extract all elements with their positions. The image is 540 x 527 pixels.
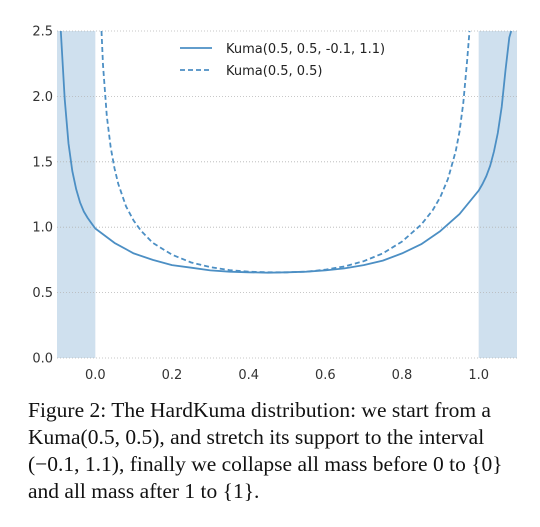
caption-label: Figure 2: — [28, 398, 107, 422]
legend-label-dashed: Kuma(0.5, 0.5) — [226, 64, 323, 79]
series-lines — [59, 30, 513, 274]
legend-label-solid: Kuma(0.5, 0.5, -0.1, 1.1) — [226, 42, 385, 57]
series-line-kuma-dashed — [100, 30, 471, 274]
y-tick-label-3: 1.5 — [32, 155, 53, 170]
x-tick-label-0: 0.0 — [85, 368, 106, 383]
shaded-regions — [57, 31, 517, 358]
y-tick-label-4: 2.0 — [32, 90, 53, 105]
x-tick-label-1: 0.2 — [162, 368, 183, 383]
y-tick-label-2: 1.0 — [32, 221, 53, 236]
y-tick-label-5: 2.5 — [32, 25, 53, 40]
grid-lines — [57, 30, 517, 359]
legend: Kuma(0.5, 0.5, -0.1, 1.1) Kuma(0.5, 0.5) — [180, 42, 385, 79]
figure-caption: Figure 2: The HardKuma distribution: we … — [28, 397, 528, 505]
chart: 0.0 0.5 1.0 1.5 2.0 2.5 0.0 0.2 0.4 0.6 0.8 1.0 Kum… — [32, 25, 517, 384]
shaded-region-1 — [478, 31, 517, 358]
axes: 0.0 0.5 1.0 1.5 2.0 2.5 0.0 0.2 0.4 0.6 0.8 1.0 — [32, 25, 489, 384]
x-tick-label-2: 0.4 — [238, 368, 259, 383]
x-tick-label-5: 1.0 — [468, 368, 489, 383]
x-tick-label-4: 0.8 — [392, 368, 413, 383]
caption-text: The HardKuma distribution: we start from… — [28, 398, 503, 503]
x-tick-label-3: 0.6 — [315, 368, 336, 383]
y-tick-label-0: 0.0 — [32, 352, 53, 367]
y-tick-label-1: 0.5 — [32, 286, 53, 301]
